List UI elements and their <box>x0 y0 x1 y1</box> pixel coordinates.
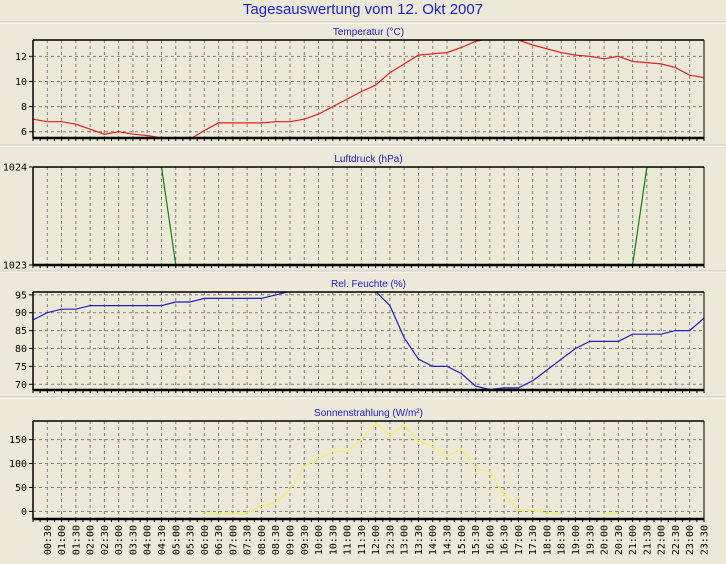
y-tick-label: 150 <box>9 435 27 446</box>
x-tick-label: 19:00 <box>571 525 582 555</box>
y-tick-label: 12 <box>15 52 27 63</box>
series-line <box>33 292 704 390</box>
x-tick-label: 14:30 <box>443 525 454 555</box>
x-tick-label: 17:00 <box>514 525 525 555</box>
panel-0: Temperatur (°C) 6 8 10 12 <box>15 27 705 141</box>
x-tick-label: 19:30 <box>585 525 596 555</box>
series-line <box>33 167 704 265</box>
panel-3: Sonnenstrahlung (W/m²) 0 50 100 150 <box>9 408 705 522</box>
x-tick-label: 17:30 <box>528 525 539 555</box>
panel-title: Sonnenstrahlung (W/m²) <box>314 408 423 419</box>
x-tick-label: 06:00 <box>200 525 211 555</box>
x-tick-label: 18:30 <box>557 525 568 555</box>
panel-title: Rel. Feuchte (%) <box>331 279 406 290</box>
x-tick-label: 12:30 <box>385 525 396 555</box>
x-tick-label: 03:30 <box>128 525 139 555</box>
y-tick-label: 50 <box>15 483 27 494</box>
x-tick-label: 21:00 <box>628 525 639 555</box>
x-tick-label: 20:00 <box>600 525 611 555</box>
x-tick-label: 20:30 <box>614 525 625 555</box>
x-tick-label: 12:00 <box>371 525 382 555</box>
y-tick-label: 6 <box>21 127 27 138</box>
x-tick-label: 05:00 <box>171 525 182 555</box>
y-tick-label: 70 <box>15 380 27 391</box>
x-tick-label: 03:00 <box>114 525 125 555</box>
x-tick-label: 07:00 <box>228 525 239 555</box>
y-tick-label: 100 <box>9 459 27 470</box>
panel-title: Temperatur (°C) <box>333 27 404 38</box>
series-line <box>204 422 619 515</box>
x-tick-label: 15:30 <box>471 525 482 555</box>
x-tick-label: 16:30 <box>500 525 511 555</box>
y-tick-label: 80 <box>15 344 27 355</box>
series-line <box>33 40 704 138</box>
x-tick-label: 02:30 <box>100 525 111 555</box>
y-tick-label: 8 <box>21 102 27 113</box>
x-tick-label: 05:30 <box>186 525 197 555</box>
x-tick-label: 15:00 <box>457 525 468 555</box>
y-tick-label: 10 <box>15 77 27 88</box>
y-tick-label: 95 <box>15 290 27 301</box>
x-tick-label: 22:30 <box>671 525 682 555</box>
x-tick-label: 06:30 <box>214 525 225 555</box>
panel-title: Luftdruck (hPa) <box>334 154 402 165</box>
x-tick-label: 16:00 <box>485 525 496 555</box>
x-tick-label: 01:00 <box>57 525 68 555</box>
x-tick-label: 23:30 <box>700 525 711 555</box>
x-tick-label: 13:00 <box>400 525 411 555</box>
x-tick-label: 04:30 <box>157 525 168 555</box>
y-tick-label: 90 <box>15 308 27 319</box>
x-tick-label: 22:00 <box>657 525 668 555</box>
y-tick-label: 85 <box>15 326 27 337</box>
x-tick-label: 09:30 <box>300 525 311 555</box>
y-tick-label: 75 <box>15 362 27 373</box>
x-tick-label: 23:00 <box>685 525 696 555</box>
panel-2: Rel. Feuchte (%) 70 75 80 85 90 95 <box>15 279 705 393</box>
x-tick-label: 02:00 <box>86 525 97 555</box>
x-tick-label: 00:30 <box>43 525 54 555</box>
x-tick-label: 01:30 <box>71 525 82 555</box>
x-tick-label: 11:30 <box>357 525 368 555</box>
x-tick-label: 14:00 <box>428 525 439 555</box>
x-tick-label: 07:30 <box>243 525 254 555</box>
x-tick-label: 10:30 <box>328 525 339 555</box>
chart-title: Tagesauswertung vom 12. Okt 2007 <box>242 1 484 18</box>
panel-1: Luftdruck (hPa) 1023 1024 <box>3 154 705 272</box>
x-tick-label: 04:00 <box>143 525 154 555</box>
x-tick-label: 10:00 <box>314 525 325 555</box>
x-tick-label: 13:30 <box>414 525 425 555</box>
x-tick-label: 21:30 <box>642 525 653 555</box>
x-tick-label: 11:00 <box>343 525 354 555</box>
y-tick-label: 0 <box>21 507 27 518</box>
x-tick-label: 18:00 <box>542 525 553 555</box>
x-tick-label: 09:00 <box>285 525 296 555</box>
y-tick-label: 1024 <box>3 163 27 174</box>
x-tick-label: 08:30 <box>271 525 282 555</box>
y-tick-label: 1023 <box>3 261 27 272</box>
x-tick-label: 08:00 <box>257 525 268 555</box>
